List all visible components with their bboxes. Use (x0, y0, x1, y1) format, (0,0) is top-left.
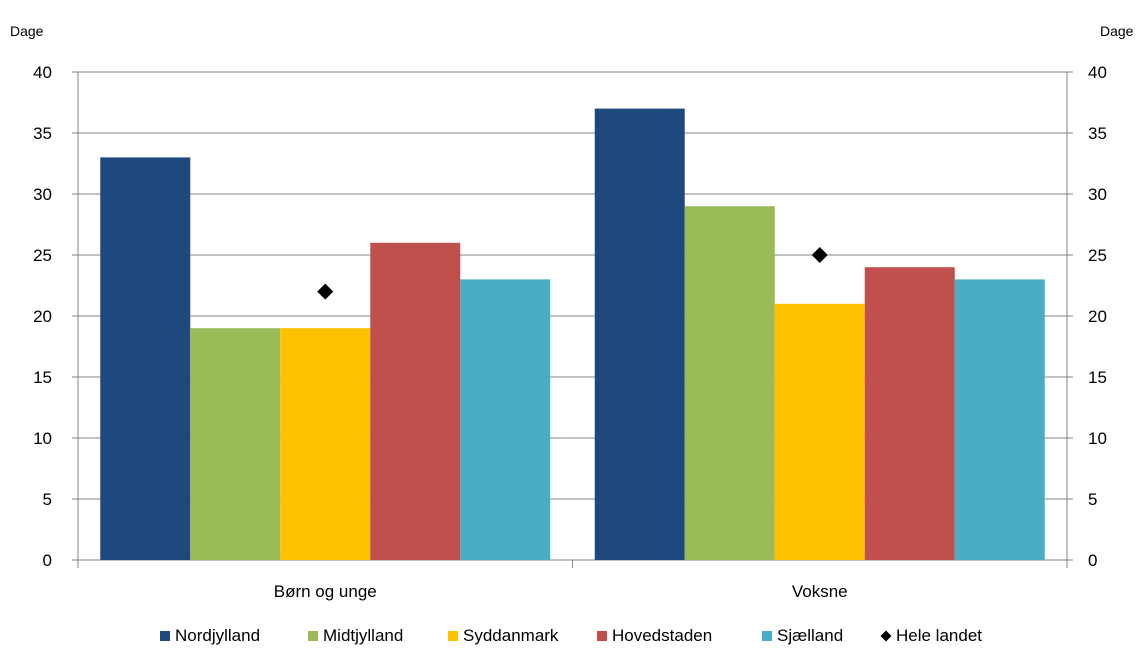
bar-syddanmark (280, 328, 371, 560)
left-y-tick-labels: 0 5 10 15 20 25 30 35 40 (33, 63, 52, 570)
legend-swatch (160, 631, 170, 641)
bar-midtjylland (684, 206, 775, 560)
right-y-tick-label: 0 (1088, 551, 1097, 570)
left-y-unit-label: Dage (10, 23, 44, 39)
right-y-tick-label: 10 (1088, 429, 1107, 448)
legend-swatch (762, 631, 772, 641)
average-markers (317, 247, 828, 300)
bar-midtjylland (190, 328, 281, 560)
legend-label: Hovedstaden (612, 626, 712, 645)
bar-sjælland (460, 279, 551, 560)
right-y-tick-labels: 0 5 10 15 20 25 30 35 40 (1088, 63, 1107, 570)
legend-label: Midtjylland (323, 626, 403, 645)
left-y-tick-label: 25 (33, 246, 52, 265)
marker-hele-landet (317, 283, 334, 300)
right-y-tick-label: 15 (1088, 368, 1107, 387)
legend-swatch (597, 631, 607, 641)
bar-syddanmark (774, 303, 865, 560)
right-y-tick-label: 20 (1088, 307, 1107, 326)
bar-hovedstaden (864, 267, 955, 560)
category-label: Børn og unge (274, 582, 377, 601)
right-y-unit-label: Dage (1100, 23, 1134, 39)
legend-label: Sjælland (777, 626, 843, 645)
left-y-tick-label: 40 (33, 63, 52, 82)
legend-label: Nordjylland (175, 626, 260, 645)
legend-label: Syddanmark (463, 626, 559, 645)
left-y-tick-label: 10 (33, 429, 52, 448)
left-y-tick-label: 20 (33, 307, 52, 326)
right-y-tick-label: 25 (1088, 246, 1107, 265)
legend-label: Hele landet (896, 626, 982, 645)
right-y-tick-label: 30 (1088, 185, 1107, 204)
bar-sjælland (954, 279, 1045, 560)
legend: Nordjylland Midtjylland Syddanmark Hovedsta… (160, 626, 982, 645)
right-y-tick-label: 40 (1088, 63, 1107, 82)
right-y-tick-label: 5 (1088, 490, 1097, 509)
bar-nordjylland (594, 108, 685, 560)
left-y-tick-label: 0 (43, 551, 52, 570)
left-y-tick-label: 15 (33, 368, 52, 387)
legend-swatch (880, 630, 892, 642)
legend-swatch (448, 631, 458, 641)
category-label: Voksne (792, 582, 848, 601)
left-y-tick-label: 30 (33, 185, 52, 204)
bar-nordjylland (100, 157, 191, 560)
bar-hovedstaden (370, 242, 461, 561)
bars (100, 108, 1045, 561)
left-y-tick-label: 35 (33, 124, 52, 143)
legend-swatch (308, 631, 318, 641)
category-labels: Børn og unge Voksne (274, 582, 848, 601)
marker-hele-landet (811, 247, 828, 263)
left-y-tick-label: 5 (43, 490, 52, 509)
right-y-tick-label: 35 (1088, 124, 1107, 143)
